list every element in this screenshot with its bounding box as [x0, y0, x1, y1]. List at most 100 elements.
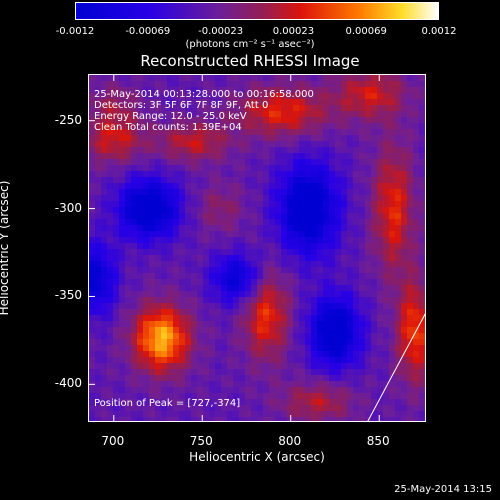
heatmap-cell — [89, 147, 96, 154]
heatmap-cell — [89, 177, 96, 184]
heatmap-cell — [179, 369, 186, 376]
heatmap-cell — [419, 249, 425, 256]
heatmap-cell — [173, 225, 180, 232]
heatmap-cell — [407, 345, 414, 352]
heatmap-cell — [203, 309, 210, 316]
heatmap-cell — [95, 417, 102, 421]
heatmap-cell — [407, 135, 414, 142]
heatmap-cell — [173, 399, 180, 406]
heatmap-cell — [227, 273, 234, 280]
heatmap-cell — [323, 315, 330, 322]
heatmap-cell — [311, 333, 318, 340]
heatmap-cell — [275, 231, 282, 238]
heatmap-cell — [335, 135, 342, 142]
heatmap-cell — [269, 165, 276, 172]
heatmap-cell — [287, 255, 294, 262]
heatmap-cell — [185, 291, 192, 298]
heatmap-cell — [251, 213, 258, 220]
heatmap-cell — [155, 393, 162, 400]
heatmap-cell — [281, 243, 288, 250]
heatmap-cell — [221, 285, 228, 292]
heatmap-cell — [299, 183, 306, 190]
heatmap-cell — [281, 231, 288, 238]
heatmap-cell — [323, 153, 330, 160]
heatmap-cell — [155, 117, 162, 124]
heatmap-cell — [143, 417, 150, 421]
heatmap-cell — [395, 189, 402, 196]
heatmap-cell — [287, 387, 294, 394]
heatmap-cell — [221, 261, 228, 268]
heatmap-cell — [239, 111, 246, 118]
heatmap-cell — [113, 273, 120, 280]
heatmap-cell — [419, 105, 425, 112]
heatmap-cell — [269, 327, 276, 334]
heatmap-cell — [245, 225, 252, 232]
heatmap-cell — [413, 129, 420, 136]
heatmap-cell — [413, 99, 420, 106]
heatmap-cell — [335, 75, 342, 82]
heatmap-cell — [323, 285, 330, 292]
heatmap-cell — [395, 159, 402, 166]
heatmap-cell — [161, 333, 168, 340]
heatmap-cell — [323, 249, 330, 256]
heatmap-cell — [209, 117, 216, 124]
heatmap-cell — [179, 207, 186, 214]
heatmap-cell — [329, 297, 336, 304]
heatmap-cell — [341, 363, 348, 370]
heatmap-cell — [269, 195, 276, 202]
heatmap-cell — [329, 249, 336, 256]
heatmap-cell — [173, 285, 180, 292]
heatmap-cell — [185, 345, 192, 352]
heatmap-cell — [281, 129, 288, 136]
heatmap-cell — [359, 243, 366, 250]
heatmap-cell — [347, 291, 354, 298]
heatmap-cell — [323, 117, 330, 124]
heatmap-cell — [137, 351, 144, 358]
heatmap-cell — [335, 225, 342, 232]
heatmap-cell — [263, 165, 270, 172]
heatmap-cell — [113, 387, 120, 394]
heatmap-cell — [167, 165, 174, 172]
heatmap-cell — [329, 129, 336, 136]
heatmap-cell — [131, 255, 138, 262]
heatmap-cell — [143, 105, 150, 112]
heatmap-cell — [143, 243, 150, 250]
heatmap-cell — [167, 183, 174, 190]
heatmap-cell — [245, 159, 252, 166]
heatmap-cell — [329, 93, 336, 100]
heatmap-cell — [251, 105, 258, 112]
heatmap-cell — [287, 189, 294, 196]
heatmap-cell — [353, 381, 360, 388]
heatmap-cell — [107, 327, 114, 334]
heatmap-cell — [311, 285, 318, 292]
heatmap-cell — [233, 111, 240, 118]
heatmap-cell — [371, 321, 378, 328]
heatmap-cell — [161, 135, 168, 142]
heatmap-cell — [119, 339, 126, 346]
heatmap-cell — [329, 201, 336, 208]
heatmap-cell — [221, 117, 228, 124]
heatmap-cell — [419, 321, 425, 328]
annotation-energy-range: Energy Range: 12.0 - 25.0 keV — [94, 111, 247, 122]
heatmap-cell — [95, 219, 102, 226]
heatmap-cell — [137, 279, 144, 286]
heatmap-cell — [197, 291, 204, 298]
heatmap-cell — [419, 345, 425, 352]
annotation-peak-position: Position of Peak = [727,-374] — [94, 398, 241, 409]
heatmap-cell — [227, 297, 234, 304]
heatmap-cell — [317, 87, 324, 94]
heatmap-cell — [101, 75, 108, 82]
heatmap-cell — [173, 363, 180, 370]
heatmap-cell — [221, 267, 228, 274]
heatmap-cell — [263, 351, 270, 358]
heatmap-cell — [269, 171, 276, 178]
heatmap-cell — [89, 273, 96, 280]
heatmap-cell — [167, 411, 174, 418]
heatmap-cell — [365, 141, 372, 148]
heatmap-cell — [305, 417, 312, 421]
heatmap-cell — [413, 363, 420, 370]
heatmap-cell — [215, 297, 222, 304]
heatmap-cell — [185, 87, 192, 94]
heatmap-cell — [113, 375, 120, 382]
heatmap-cell — [407, 87, 414, 94]
